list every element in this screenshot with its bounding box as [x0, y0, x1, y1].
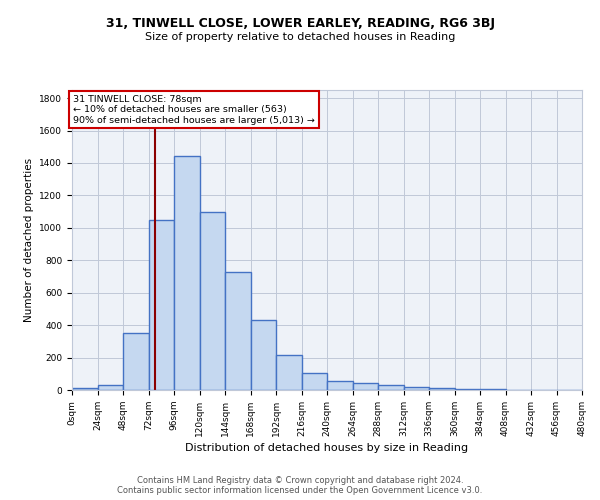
- Bar: [455, 388, 480, 390]
- Bar: [429, 388, 455, 390]
- Bar: [480, 389, 505, 390]
- Text: Contains HM Land Registry data © Crown copyright and database right 2024.
Contai: Contains HM Land Registry data © Crown c…: [118, 476, 482, 495]
- Text: 31 TINWELL CLOSE: 78sqm
← 10% of detached houses are smaller (563)
90% of semi-d: 31 TINWELL CLOSE: 78sqm ← 10% of detache…: [73, 95, 315, 124]
- Bar: [174, 156, 199, 390]
- Text: 31, TINWELL CLOSE, LOWER EARLEY, READING, RG6 3BJ: 31, TINWELL CLOSE, LOWER EARLEY, READING…: [106, 18, 494, 30]
- Bar: [302, 373, 327, 390]
- Bar: [225, 272, 251, 390]
- Bar: [353, 382, 378, 390]
- Text: Size of property relative to detached houses in Reading: Size of property relative to detached ho…: [145, 32, 455, 42]
- Bar: [97, 385, 123, 390]
- Y-axis label: Number of detached properties: Number of detached properties: [24, 158, 34, 322]
- Bar: [378, 385, 404, 390]
- Bar: [149, 220, 174, 390]
- Bar: [327, 381, 353, 390]
- Bar: [199, 212, 225, 390]
- Bar: [404, 387, 429, 390]
- X-axis label: Distribution of detached houses by size in Reading: Distribution of detached houses by size …: [185, 443, 469, 453]
- Bar: [72, 388, 97, 390]
- Bar: [251, 320, 276, 390]
- Bar: [276, 355, 302, 390]
- Bar: [123, 333, 149, 390]
